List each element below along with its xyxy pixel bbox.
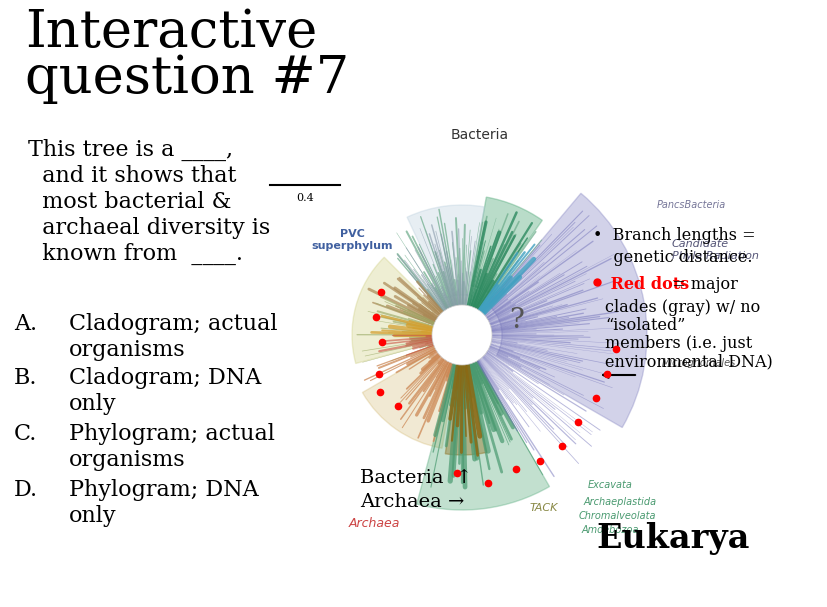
Text: D.: D. (14, 479, 38, 501)
Wedge shape (362, 353, 456, 448)
Text: archaeal diversity is: archaeal diversity is (28, 217, 270, 239)
Text: Bacteria  ↑: Bacteria ↑ (360, 469, 472, 487)
Text: PVC
superphylum: PVC superphylum (311, 229, 392, 251)
Text: Micrognomales: Micrognomales (662, 358, 735, 368)
Text: B.: B. (14, 367, 37, 389)
Text: Phylogram; DNA: Phylogram; DNA (69, 479, 258, 501)
Wedge shape (487, 193, 646, 427)
Text: TACK: TACK (529, 503, 557, 513)
Text: Eukarya: Eukarya (596, 522, 749, 555)
Text: Cladogram; actual: Cladogram; actual (69, 313, 277, 335)
Text: only: only (69, 393, 117, 415)
Text: Interactive: Interactive (25, 7, 317, 58)
Text: Archaea: Archaea (348, 517, 399, 530)
Text: Excavata: Excavata (587, 480, 632, 490)
Wedge shape (470, 197, 542, 294)
Text: clades (gray) w/ no: clades (gray) w/ no (605, 299, 759, 316)
Text: only: only (69, 505, 117, 527)
Wedge shape (407, 205, 484, 299)
Text: Archaea →: Archaea → (360, 493, 464, 511)
Text: Chromalveolata: Chromalveolata (577, 511, 655, 521)
Text: •  Branch lengths =
    genetic distance.: • Branch lengths = genetic distance. (592, 227, 755, 266)
Text: known from  ____.: known from ____. (28, 243, 242, 265)
Text: = major: = major (667, 276, 737, 293)
Wedge shape (445, 374, 486, 455)
Text: and it shows that: and it shows that (28, 165, 237, 187)
Text: PancsBacteria: PancsBacteria (656, 200, 725, 210)
Text: Phylogram; actual: Phylogram; actual (69, 423, 275, 445)
Text: members (i.e. just: members (i.e. just (605, 335, 752, 352)
Text: C.: C. (14, 423, 37, 445)
Text: This tree is a ____,: This tree is a ____, (28, 139, 233, 161)
Text: question #7: question #7 (25, 53, 349, 104)
Text: Amoebozoa: Amoebozoa (581, 525, 638, 535)
Text: organisms: organisms (69, 339, 185, 361)
Text: Archaeplastida: Archaeplastida (583, 497, 656, 507)
Text: Cladogram; DNA: Cladogram; DNA (69, 367, 261, 389)
Text: “isolated”: “isolated” (605, 317, 685, 334)
Text: organisms: organisms (69, 449, 185, 471)
Text: Bacteria: Bacteria (451, 128, 509, 142)
Wedge shape (351, 257, 437, 364)
Text: Candidate
Phyla Radiation: Candidate Phyla Radiation (672, 239, 758, 261)
Text: Red dots: Red dots (605, 276, 688, 293)
Text: 0.4: 0.4 (296, 193, 313, 203)
Text: environmental DNA): environmental DNA) (605, 353, 772, 370)
Text: ?: ? (509, 307, 523, 333)
Text: most bacterial &: most bacterial & (28, 191, 231, 213)
Wedge shape (416, 370, 549, 510)
Circle shape (432, 305, 491, 365)
Text: A.: A. (14, 313, 37, 335)
